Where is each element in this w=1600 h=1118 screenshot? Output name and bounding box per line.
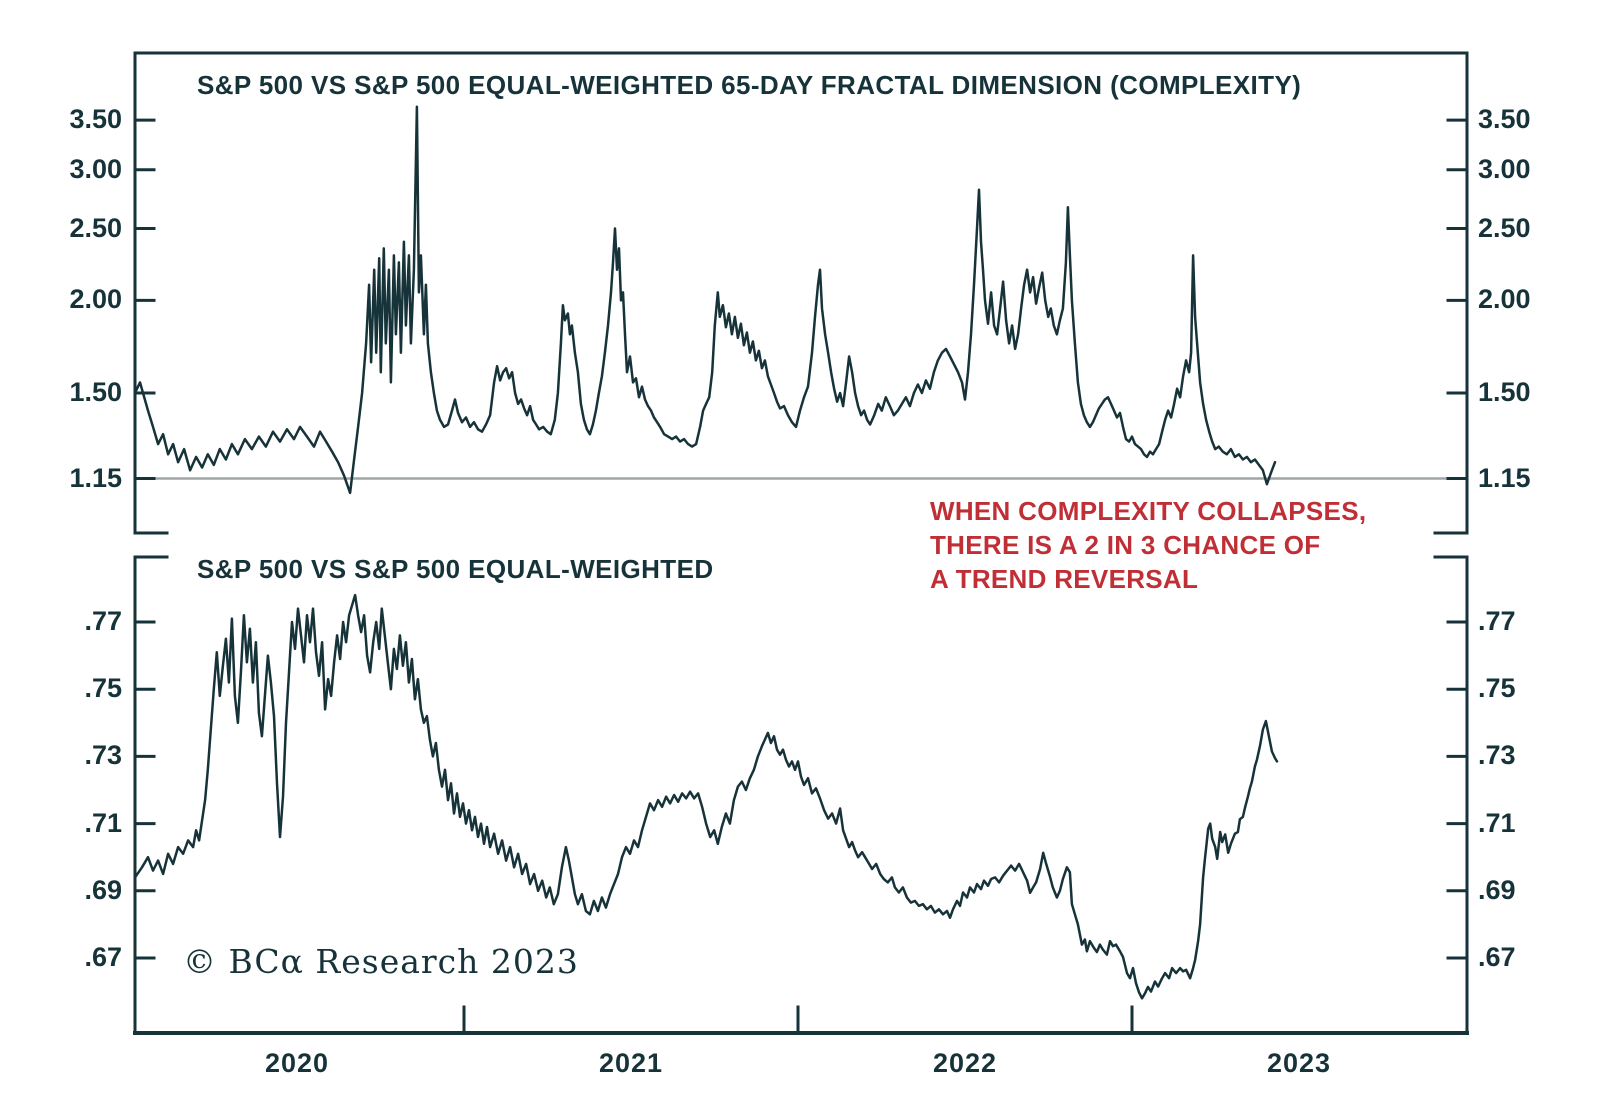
fractal-panel-y-axis-label-right: 1.50 xyxy=(1478,377,1531,407)
ratio-panel-series-line xyxy=(133,593,1279,1000)
fractal-panel-y-axis-label-right: 2.50 xyxy=(1478,212,1531,243)
bottom-panel-title: S&P 500 VS S&P 500 EQUAL-WEIGHTED xyxy=(197,554,714,584)
annotation-text: WHEN COMPLEXITY COLLAPSES, THERE IS A 2 … xyxy=(930,494,1366,596)
ratio-panel-y-axis-label-left: .77 xyxy=(84,606,122,636)
fractal-panel-y-axis-label-left: 3.50 xyxy=(69,104,122,135)
fractal-panel-y-axis-label-left: 2.50 xyxy=(69,212,122,243)
fractal-panel-y-axis-label-left: 2.00 xyxy=(69,284,122,315)
annotation-line-3: A TREND REVERSAL xyxy=(930,564,1199,594)
fractal-panel-y-axis-label-right: 1.15 xyxy=(1478,462,1531,493)
ratio-panel-y-axis-label-left: .67 xyxy=(84,942,122,972)
fractal-panel-y-axis-label-left: 1.15 xyxy=(69,462,122,493)
fractal-panel-y-axis-label-right: 3.50 xyxy=(1478,104,1531,135)
ratio-panel-y-axis-label-left: .71 xyxy=(84,807,122,838)
x-axis-year-label-2022: 2022 xyxy=(932,1048,998,1078)
fractal-panel-y-axis-label-right: 2.00 xyxy=(1478,284,1531,315)
x-axis-year-label-2020: 2020 xyxy=(264,1048,330,1078)
ratio-panel-y-axis-label-left: .69 xyxy=(84,874,122,905)
ratio-panel-y-axis-label-right: .75 xyxy=(1478,673,1516,704)
annotation-line-1: WHEN COMPLEXITY COLLAPSES, xyxy=(930,496,1367,526)
ratio-panel-y-axis-label-right: .77 xyxy=(1478,606,1516,636)
x-axis-year-label-2021: 2021 xyxy=(598,1048,664,1078)
annotation-line-2: THERE IS A 2 IN 3 CHANCE OF xyxy=(930,530,1321,560)
ratio-panel-y-axis-label-right: .71 xyxy=(1478,807,1516,838)
ratio-panel-y-axis-label-right: .67 xyxy=(1478,942,1516,972)
ratio-panel-y-axis-label-right: .73 xyxy=(1478,740,1516,771)
ratio-panel-y-axis-label-left: .73 xyxy=(84,740,122,771)
x-axis-year-label-2023: 2023 xyxy=(1266,1048,1332,1078)
fractal-panel-series-line xyxy=(133,105,1277,495)
ratio-panel-y-axis-label-left: .75 xyxy=(84,673,122,704)
top-panel-title: S&P 500 VS S&P 500 EQUAL-WEIGHTED 65-DAY… xyxy=(197,70,1302,100)
fractal-panel-y-axis-label-right: 3.00 xyxy=(1478,153,1531,184)
ratio-panel-y-axis-label-right: .69 xyxy=(1478,874,1516,905)
fractal-panel-y-axis-label-left: 1.50 xyxy=(69,377,122,407)
fractal-panel-y-axis-label-left: 3.00 xyxy=(69,153,122,184)
copyright-notice: © BCα Research 2023 xyxy=(183,942,579,981)
